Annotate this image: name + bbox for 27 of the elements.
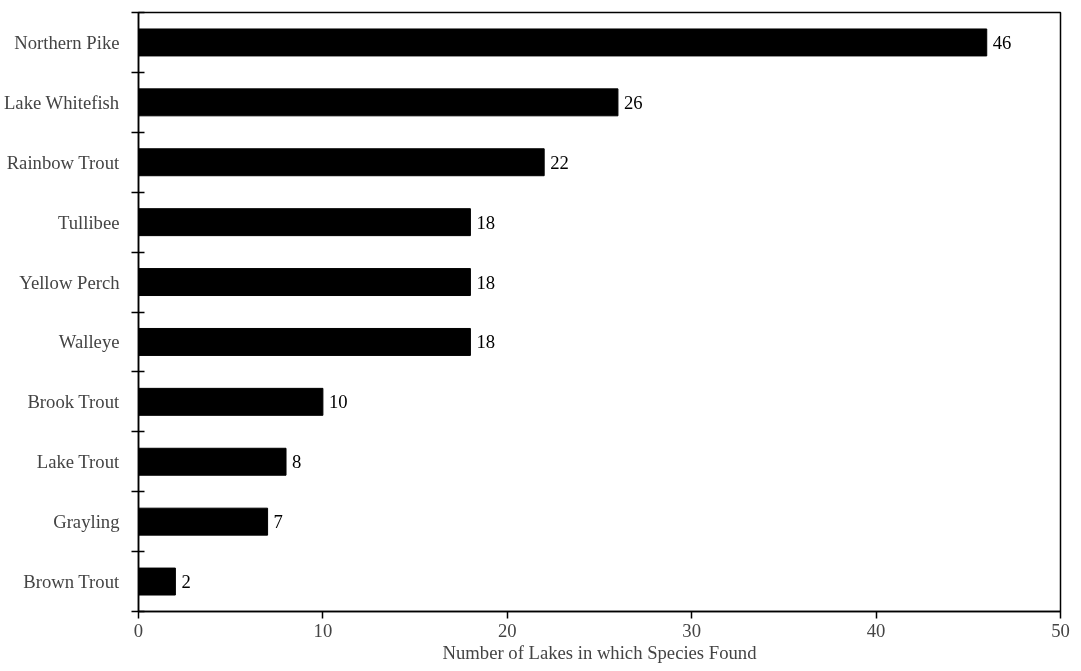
x-tick-label: 30: [682, 619, 702, 641]
y-tick-label: Brook Trout: [27, 391, 120, 413]
x-tick-label: 40: [866, 619, 886, 641]
data-label: 46: [992, 31, 1012, 53]
data-label: 2: [181, 571, 191, 593]
y-tick-label: Tullibee: [57, 211, 120, 233]
x-tick-label: 0: [133, 619, 144, 641]
y-tick-label: Northern Pike: [14, 31, 120, 53]
y-tick-label: Lake Trout: [36, 451, 120, 473]
y-tick-label: Grayling: [53, 511, 120, 533]
data-label: 26: [623, 91, 643, 113]
data-label: 8: [292, 451, 302, 473]
data-label: 18: [476, 211, 496, 233]
data-label: 22: [550, 151, 569, 173]
x-tick-label: 10: [313, 619, 333, 641]
data-label: 18: [476, 331, 496, 353]
x-tick-label: 20: [497, 619, 517, 641]
data-label: 10: [328, 391, 348, 413]
y-tick-label: Brown Trout: [23, 571, 120, 593]
y-tick-label: Lake Whitefish: [3, 91, 120, 113]
x-tick-label: 50: [1051, 619, 1070, 641]
y-tick-label: Rainbow Trout: [6, 151, 120, 173]
y-tick-label: Walleye: [58, 331, 120, 353]
data-label: 7: [273, 511, 283, 533]
x-axis-title: Number of Lakes in which Species Found: [442, 641, 758, 663]
data-label: 18: [476, 271, 496, 293]
y-tick-label: Yellow Perch: [19, 271, 121, 293]
